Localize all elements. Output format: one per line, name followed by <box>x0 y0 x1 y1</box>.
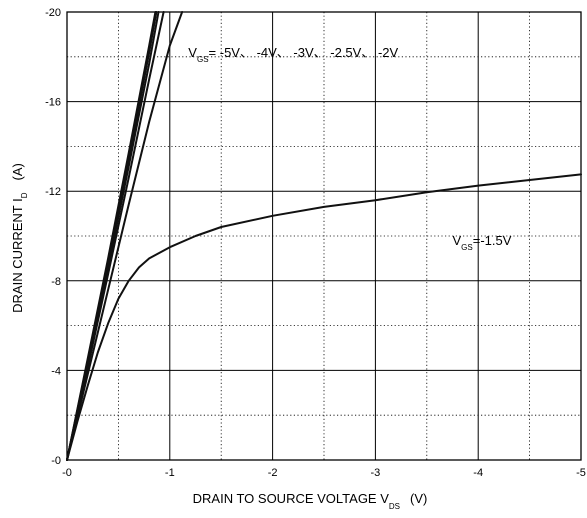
x-tick-labels: -0 -1 -2 -3 -4 -5 <box>62 467 586 479</box>
annotation-vgs-high: VGS= -5V、 -4V、 -3V、 -2.5V、 -2V <box>188 45 398 64</box>
y-axis-label-group: DRAIN CURRENT ID (A) <box>10 163 29 313</box>
major-grid <box>67 12 581 460</box>
x-axis-label-unit: (V) <box>410 491 427 506</box>
annotation-text: = -5V、 -4V、 -3V、 -2.5V、 -2V <box>209 45 399 60</box>
series-line-vgs-m1p5 <box>66 173 582 461</box>
y-tick-label: -8 <box>51 276 61 288</box>
y-axis-label-sub: D <box>20 192 29 198</box>
series-line-vgs-m2 <box>66 11 184 461</box>
series-line-vgs-m2p5 <box>66 11 165 461</box>
series-layer <box>66 11 582 461</box>
annotation-subscript: GS <box>197 55 209 64</box>
annotation-subscript: GS <box>461 243 473 252</box>
y-tick-label: -4 <box>51 365 61 377</box>
x-tick-label: -3 <box>371 467 381 479</box>
x-tick-label: -4 <box>473 467 483 479</box>
annotation-prefix: V <box>188 45 197 60</box>
y-tick-label: -16 <box>45 97 61 109</box>
x-axis-label-sub: DS <box>389 502 400 511</box>
y-axis-label-unit: (A) <box>10 163 25 180</box>
x-axis-label-main: DRAIN TO SOURCE VOLTAGE V <box>193 491 390 506</box>
y-tick-label: -20 <box>45 7 61 19</box>
annotation-text: =-1.5V <box>473 233 512 248</box>
annotation-prefix: V <box>453 233 462 248</box>
x-tick-label: -0 <box>62 467 72 479</box>
plot-frame <box>66 11 582 461</box>
x-tick-label: -5 <box>576 467 586 479</box>
annotation-vgs-low: VGS=-1.5V <box>453 233 512 252</box>
minor-grid <box>67 12 581 460</box>
x-tick-label: -2 <box>268 467 278 479</box>
y-tick-label: -12 <box>45 186 61 198</box>
y-axis-label-main: DRAIN CURRENT I <box>10 198 25 313</box>
x-tick-label: -1 <box>165 467 175 479</box>
y-axis-label: DRAIN CURRENT ID (A) <box>10 163 29 313</box>
y-tick-label: -0 <box>51 455 61 467</box>
y-tick-labels: -0 -4 -8 -12 -16 -20 <box>45 7 61 467</box>
x-axis-label: DRAIN TO SOURCE VOLTAGE VDS (V) <box>193 491 428 511</box>
